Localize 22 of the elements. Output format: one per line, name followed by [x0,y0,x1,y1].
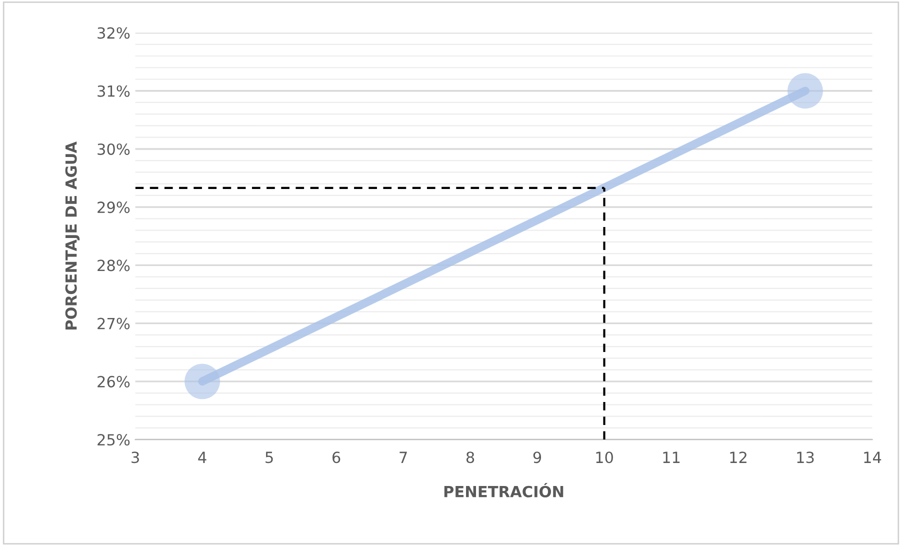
y-tick-label: 26% [98,376,130,388]
y-tick-label: 29% [98,202,130,214]
x-tick-label: 9 [533,452,542,464]
x-tick-label: 14 [864,452,882,463]
y-tick-label: 28% [98,260,130,272]
x-tick-label: 13 [797,452,814,464]
x-tick-label: 7 [400,452,407,463]
x-tick-label: 4 [198,452,206,463]
y-tick-label: 31% [98,85,130,97]
x-tick-label: 10 [596,452,613,464]
y-tick-label: 25% [98,434,130,446]
x-tick-label: 11 [663,452,680,463]
x-tick-label: 5 [266,452,273,464]
x-axis-title: PENETRACIÓN [444,483,564,498]
x-tick-label: 3 [132,452,139,464]
x-tick-label: 8 [466,452,474,464]
x-tick-label: 6 [332,452,340,464]
y-tick-label: 30% [98,143,130,155]
y-tick-label: 32% [98,27,130,39]
x-tick-label: 12 [730,452,746,463]
y-axis-title: PORCENTAJE DE AGUA [65,142,80,330]
y-tick-label: 27% [98,318,130,330]
